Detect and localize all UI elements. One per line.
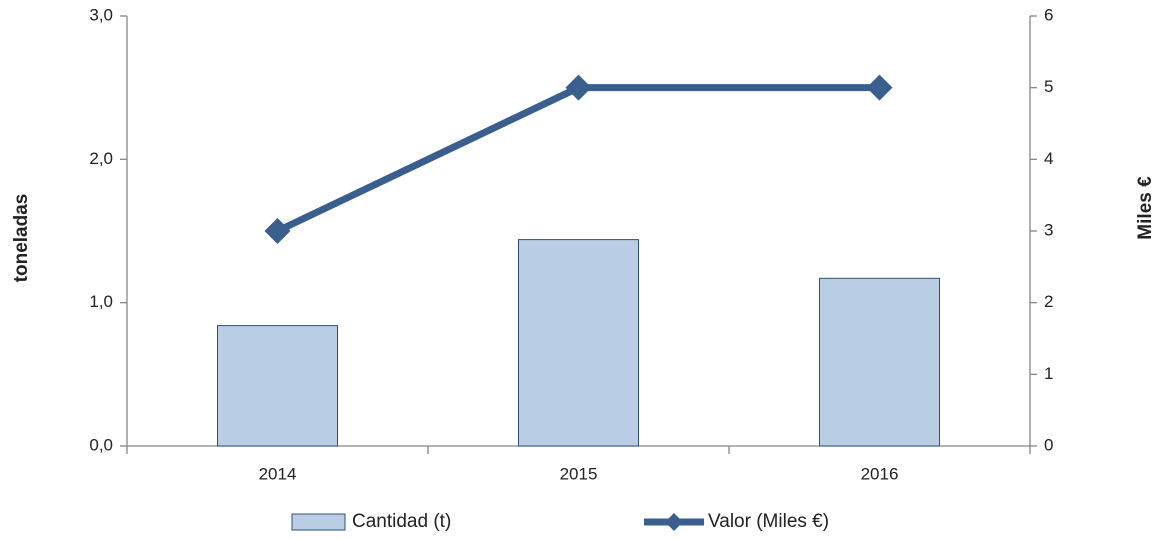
y2-tick-label: 2 (1044, 292, 1053, 311)
x-tick-label: 2014 (259, 464, 297, 483)
y2-tick-label: 5 (1044, 77, 1053, 96)
line-marker (264, 218, 291, 244)
y2-tick-label: 1 (1044, 364, 1053, 383)
x-tick-label: 2015 (560, 464, 598, 483)
legend-label: Cantidad (t) (352, 511, 451, 532)
y-axis-label: toneladas (11, 194, 32, 283)
bar (217, 325, 338, 447)
y-tick-label: 1,0 (89, 292, 113, 311)
legend-marker (665, 513, 683, 531)
y2-tick-label: 4 (1044, 149, 1053, 168)
y2-axis-label: Miles € (1135, 176, 1156, 240)
bar (518, 239, 639, 447)
y2-tick-label: 0 (1044, 435, 1053, 454)
y-tick-label: 0,0 (89, 435, 113, 454)
y-tick-label: 3,0 (89, 5, 113, 24)
y2-tick-label: 3 (1044, 220, 1053, 239)
line-marker (866, 74, 893, 101)
bar (819, 277, 940, 447)
y2-tick-label: 6 (1044, 5, 1053, 24)
y-tick-label: 2,0 (89, 149, 113, 168)
x-tick-label: 2016 (861, 464, 899, 483)
line (275, 84, 880, 235)
line-marker (565, 74, 592, 101)
legend-label: Valor (Miles €) (708, 511, 829, 532)
legend-swatch (291, 513, 346, 531)
